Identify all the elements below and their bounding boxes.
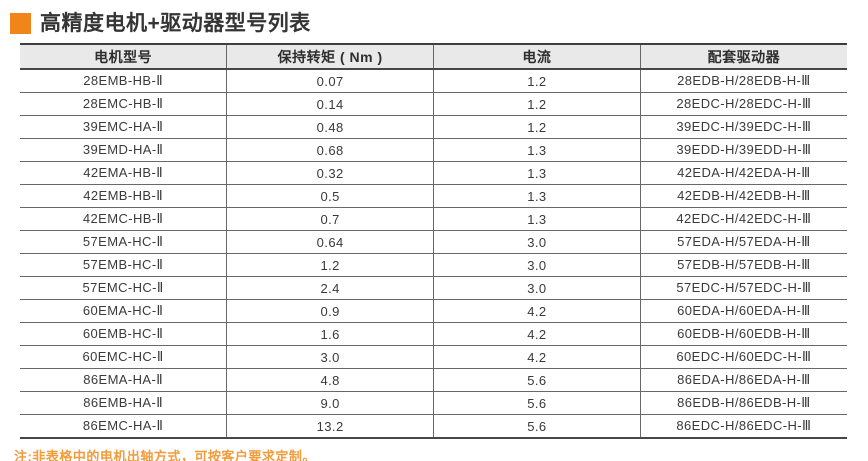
cell-motor: 57EMA-HC-Ⅱ [20,230,227,254]
cell-driver: 42EDB-H/42EDB-H-Ⅲ [639,184,847,208]
table-header-row: 电机型号 保持转矩 ( Nm ) 电流 配套驱动器 [20,43,847,70]
footnote: 注:非表格中的电机出轴方式，可按客户要求定制。 [14,449,316,461]
cell-motor: 28EMC-HB-Ⅱ [20,92,227,116]
table-row: 39EMD-HA-Ⅱ 0.68 1.3 39EDD-H/39EDD-H-Ⅲ [20,138,847,162]
cell-torque: 0.5 [226,184,434,208]
table-row: 42EMA-HB-Ⅱ 0.32 1.3 42EDA-H/42EDA-H-Ⅲ [20,161,847,185]
cell-torque: 0.14 [226,92,434,116]
cell-driver: 42EDC-H/42EDC-H-Ⅲ [639,207,847,231]
cell-motor: 57EMB-HC-Ⅱ [20,253,227,277]
cell-torque: 9.0 [226,391,434,415]
table-row: 60EMC-HC-Ⅱ 3.0 4.2 60EDC-H/60EDC-H-Ⅲ [20,345,847,369]
cell-driver: 28EDC-H/28EDC-H-Ⅲ [639,92,847,116]
cell-motor: 60EMC-HC-Ⅱ [20,345,227,369]
cell-current: 1.3 [433,138,641,162]
cell-motor: 39EMC-HA-Ⅱ [20,115,227,139]
cell-current: 5.6 [433,368,641,392]
col-header-matching-driver: 配套驱动器 [639,43,847,70]
cell-current: 1.3 [433,161,641,185]
cell-current: 4.2 [433,299,641,323]
table-row: 28EMC-HB-Ⅱ 0.14 1.2 28EDC-H/28EDC-H-Ⅲ [20,92,847,116]
cell-torque: 0.07 [226,69,434,93]
cell-current: 5.6 [433,414,641,439]
cell-torque: 0.64 [226,230,434,254]
motor-driver-table: 电机型号 保持转矩 ( Nm ) 电流 配套驱动器 28EMB-HB-Ⅱ 0.07… [20,43,847,439]
cell-driver: 86EDC-H/86EDC-H-Ⅲ [639,414,847,439]
cell-driver: 39EDD-H/39EDD-H-Ⅲ [639,138,847,162]
cell-current: 3.0 [433,230,641,254]
cell-motor: 57EMC-HC-Ⅱ [20,276,227,300]
table-row: 60EMB-HC-Ⅱ 1.6 4.2 60EDB-H/60EDB-H-Ⅲ [20,322,847,346]
page-title: 高精度电机+驱动器型号列表 [0,0,868,37]
col-header-motor-model: 电机型号 [20,43,227,70]
col-header-current: 电流 [433,43,641,70]
cell-current: 1.2 [433,92,641,116]
cell-driver: 60EDC-H/60EDC-H-Ⅲ [639,345,847,369]
cell-driver: 39EDC-H/39EDC-H-Ⅲ [639,115,847,139]
cell-torque: 1.2 [226,253,434,277]
cell-current: 1.2 [433,115,641,139]
cell-torque: 4.8 [226,368,434,392]
cell-torque: 2.4 [226,276,434,300]
cell-motor: 42EMA-HB-Ⅱ [20,161,227,185]
cell-torque: 1.6 [226,322,434,346]
cell-motor: 60EMB-HC-Ⅱ [20,322,227,346]
cell-current: 4.2 [433,322,641,346]
table-row: 57EMA-HC-Ⅱ 0.64 3.0 57EDA-H/57EDA-H-Ⅲ [20,230,847,254]
cell-current: 1.3 [433,184,641,208]
table-row: 42EMB-HB-Ⅱ 0.5 1.3 42EDB-H/42EDB-H-Ⅲ [20,184,847,208]
col-header-holding-torque: 保持转矩 ( Nm ) [226,43,434,70]
cell-motor: 86EMA-HA-Ⅱ [20,368,227,392]
cell-driver: 57EDB-H/57EDB-H-Ⅲ [639,253,847,277]
cell-driver: 57EDA-H/57EDA-H-Ⅲ [639,230,847,254]
cell-driver: 86EDB-H/86EDB-H-Ⅲ [639,391,847,415]
cell-current: 3.0 [433,253,641,277]
cell-driver: 60EDA-H/60EDA-H-Ⅲ [639,299,847,323]
cell-motor: 60EMA-HC-Ⅱ [20,299,227,323]
cell-driver: 86EDA-H/86EDA-H-Ⅲ [639,368,847,392]
cell-motor: 42EMB-HB-Ⅱ [20,184,227,208]
table-row: 86EMA-HA-Ⅱ 4.8 5.6 86EDA-H/86EDA-H-Ⅲ [20,368,847,392]
table-row: 86EMC-HA-Ⅱ 13.2 5.6 86EDC-H/86EDC-H-Ⅲ [20,414,847,439]
table-row: 57EMC-HC-Ⅱ 2.4 3.0 57EDC-H/57EDC-H-Ⅲ [20,276,847,300]
cell-driver: 60EDB-H/60EDB-H-Ⅲ [639,322,847,346]
cell-torque: 0.32 [226,161,434,185]
title-bullet-icon [10,12,31,34]
cell-driver: 28EDB-H/28EDB-H-Ⅲ [639,69,847,93]
cell-torque: 0.9 [226,299,434,323]
table-row: 86EMB-HA-Ⅱ 9.0 5.6 86EDB-H/86EDB-H-Ⅲ [20,391,847,415]
cell-driver: 42EDA-H/42EDA-H-Ⅲ [639,161,847,185]
cell-current: 1.2 [433,69,641,93]
cell-current: 5.6 [433,391,641,415]
cell-current: 3.0 [433,276,641,300]
cell-current: 4.2 [433,345,641,369]
page-title-text: 高精度电机+驱动器型号列表 [40,11,311,35]
cell-motor: 86EMB-HA-Ⅱ [20,391,227,415]
table-row: 60EMA-HC-Ⅱ 0.9 4.2 60EDA-H/60EDA-H-Ⅲ [20,299,847,323]
cell-torque: 0.48 [226,115,434,139]
cell-torque: 3.0 [226,345,434,369]
cell-current: 1.3 [433,207,641,231]
cell-torque: 0.68 [226,138,434,162]
cell-torque: 0.7 [226,207,434,231]
cell-motor: 28EMB-HB-Ⅱ [20,69,227,93]
table-row: 28EMB-HB-Ⅱ 0.07 1.2 28EDB-H/28EDB-H-Ⅲ [20,69,847,93]
cell-motor: 42EMC-HB-Ⅱ [20,207,227,231]
table-row: 42EMC-HB-Ⅱ 0.7 1.3 42EDC-H/42EDC-H-Ⅲ [20,207,847,231]
table-body: 28EMB-HB-Ⅱ 0.07 1.2 28EDB-H/28EDB-H-Ⅲ 28EMC-… [20,69,847,439]
table-row: 57EMB-HC-Ⅱ 1.2 3.0 57EDB-H/57EDB-H-Ⅲ [20,253,847,277]
cell-torque: 13.2 [226,414,434,439]
cell-motor: 86EMC-HA-Ⅱ [20,414,227,439]
table-row: 39EMC-HA-Ⅱ 0.48 1.2 39EDC-H/39EDC-H-Ⅲ [20,115,847,139]
cell-driver: 57EDC-H/57EDC-H-Ⅲ [639,276,847,300]
cell-motor: 39EMD-HA-Ⅱ [20,138,227,162]
